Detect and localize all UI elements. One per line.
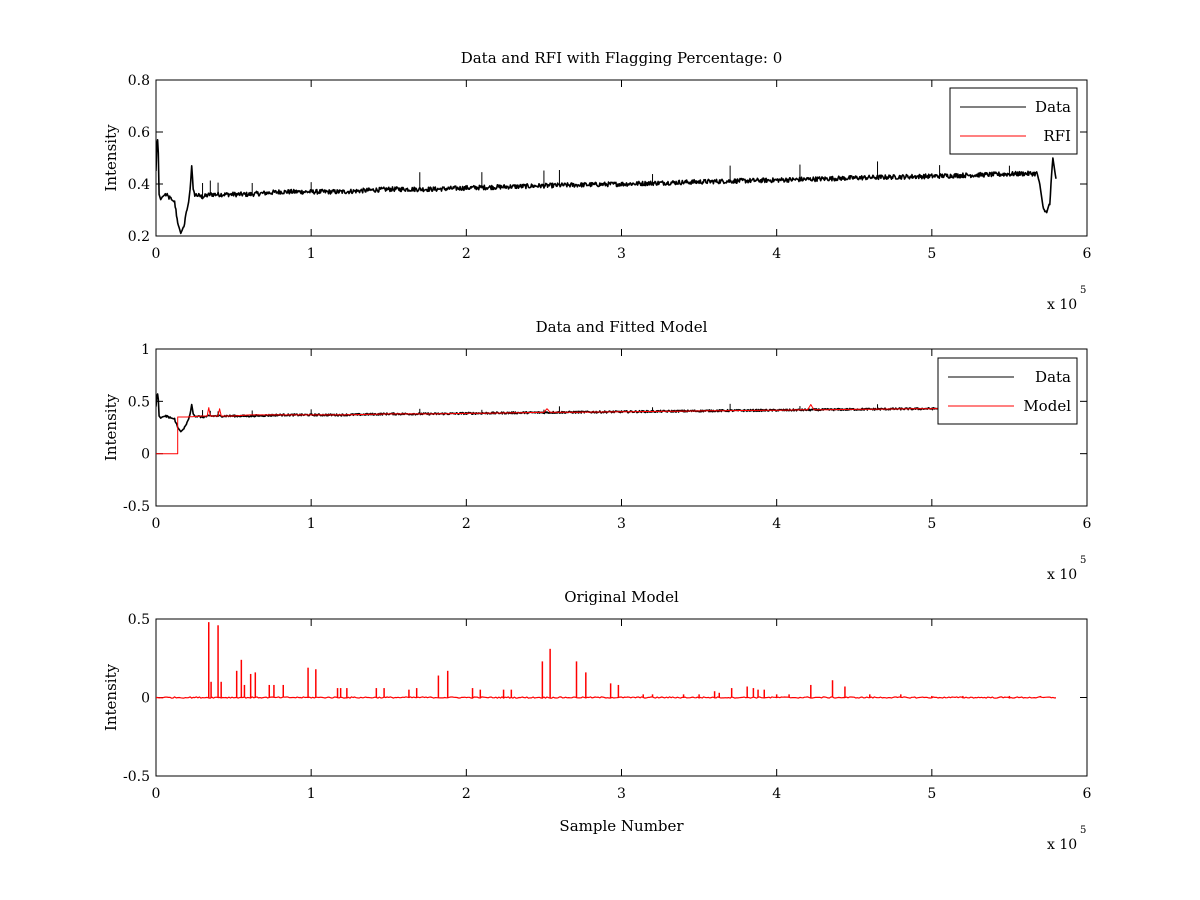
x-tick-label: 0 — [152, 516, 161, 532]
plot-area — [155, 348, 1088, 507]
x-tick-label: 1 — [307, 786, 316, 802]
x-tick-label: 2 — [462, 516, 471, 532]
legend-box — [937, 357, 1078, 425]
x-tick-label: 5 — [927, 516, 936, 532]
x-tick-label: 2 — [462, 246, 471, 262]
x-tick-label: 3 — [617, 246, 626, 262]
x-tick-label: 0 — [152, 786, 161, 802]
y-tick-label: 0.2 — [128, 229, 150, 245]
chart-title: Data and Fitted Model — [536, 318, 708, 336]
legend-box — [949, 87, 1078, 155]
x-tick-label: 1 — [307, 246, 316, 262]
x-tick-label: 2 — [462, 786, 471, 802]
x-multiplier-exponent: 5 — [1080, 555, 1086, 566]
legend: Data RFI — [949, 87, 1078, 155]
y-tick-label: 0.6 — [128, 125, 150, 141]
x-tick-label: 5 — [927, 786, 936, 802]
x-tick-label: 3 — [617, 516, 626, 532]
x-tick-label: 0 — [152, 246, 161, 262]
series-line-model — [156, 404, 1056, 455]
x-axis-label: Sample Number — [559, 817, 684, 835]
x-tick-label: 6 — [1083, 786, 1092, 802]
y-axis-label: Intensity — [102, 393, 120, 461]
x-tick-label: 3 — [617, 786, 626, 802]
x-tick-label: 4 — [772, 516, 781, 532]
x-tick-label: 1 — [307, 516, 316, 532]
subplot-1: 0 1 2 3 4 5 6 0.2 0.4 0.6 0.8 Data and RFI with Fla… — [102, 49, 1092, 313]
legend-label-data: Data — [1035, 98, 1071, 116]
x-tick-label: 5 — [927, 246, 936, 262]
x-multiplier-exponent: 5 — [1080, 825, 1086, 836]
y-tick-label: 0.4 — [128, 177, 150, 193]
y-tick-label: 0.5 — [128, 394, 150, 410]
x-multiplier: x 10 — [1047, 297, 1077, 313]
legend-label-model: Model — [1023, 397, 1071, 415]
series-baseline — [156, 696, 1056, 699]
series-line-data — [156, 139, 1057, 235]
y-tick-label: 0 — [141, 447, 150, 463]
series-group — [156, 622, 1056, 699]
series-group — [156, 139, 1057, 235]
x-multiplier: x 10 — [1047, 837, 1077, 853]
x-multiplier-exponent: 5 — [1080, 285, 1086, 296]
x-tick-label: 4 — [772, 786, 781, 802]
x-multiplier: x 10 — [1047, 567, 1077, 583]
y-axis-label: Intensity — [102, 663, 120, 731]
y-tick-label: -0.5 — [123, 499, 150, 515]
chart-title: Data and RFI with Flagging Percentage: 0 — [461, 49, 783, 67]
plot-area — [155, 79, 1088, 237]
x-tick-label: 4 — [772, 246, 781, 262]
chart-title: Original Model — [564, 588, 679, 606]
legend-label-rfi: RFI — [1043, 127, 1071, 145]
y-tick-label: 1 — [141, 342, 150, 358]
y-tick-label: 0.8 — [128, 73, 150, 89]
series-group — [156, 393, 1057, 455]
legend: Data Model — [937, 357, 1078, 425]
x-tick-label: 6 — [1083, 246, 1092, 262]
y-axis-label: Intensity — [102, 124, 120, 192]
y-tick-label: 0 — [141, 691, 150, 707]
y-tick-label: -0.5 — [123, 769, 150, 785]
y-tick-label: 0.5 — [128, 612, 150, 628]
legend-label-data: Data — [1035, 368, 1071, 386]
x-tick-label: 6 — [1083, 516, 1092, 532]
